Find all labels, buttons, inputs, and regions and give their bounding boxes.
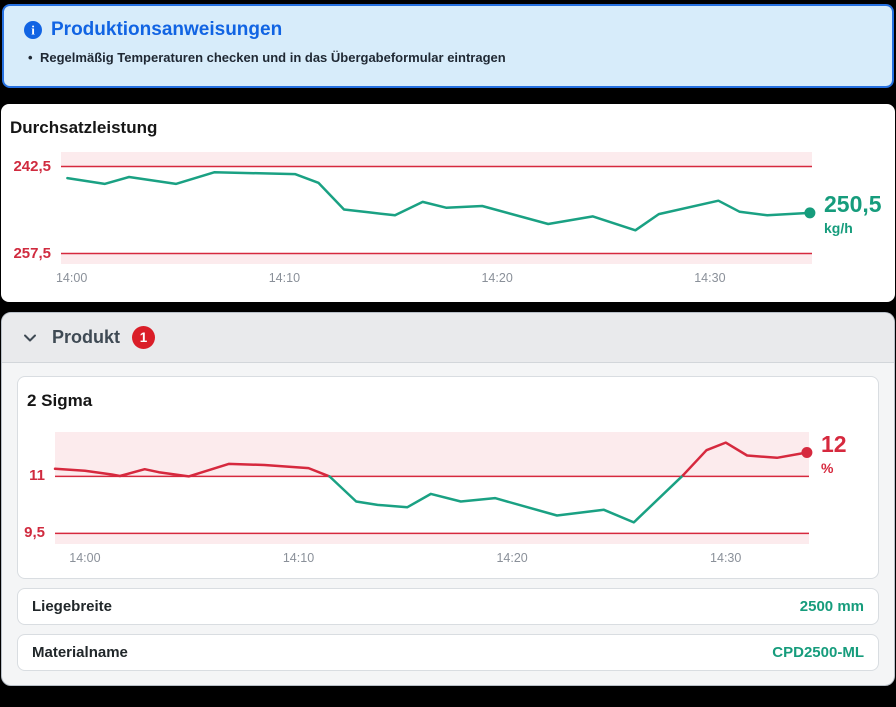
chart-plot-svg (61, 152, 816, 264)
upper-limit-label: 242,5 (13, 157, 51, 175)
x-tick-label: 14:10 (282, 551, 315, 565)
chart-title: 2 Sigma (27, 391, 93, 410)
current-unit: % (821, 459, 834, 476)
banner-title-row: i Produktionsanweisungen (24, 19, 872, 41)
materialname-row: Materialname CPD2500-ML (17, 634, 879, 671)
banner-title: Produktionsanweisungen (51, 19, 283, 40)
two-sigma-card: 2 Sigma 11 9,5 14:00 14:10 14:20 14:30 12 % (17, 376, 879, 579)
produkt-section-body: 2 Sigma 11 9,5 14:00 14:10 14:20 14:30 12 %… (2, 363, 894, 685)
x-tick-label: 14:00 (69, 551, 101, 565)
info-icon: i (24, 21, 42, 39)
section-title: Produkt (52, 327, 121, 347)
row-value: CPD2500-ML (772, 644, 864, 661)
row-value: 2500 mm (799, 598, 864, 615)
row-label: Liegebreite (32, 598, 113, 615)
liegebreite-row: Liegebreite 2500 mm (17, 588, 879, 625)
alert-count-badge: 1 (132, 326, 156, 349)
x-tick-label: 14:20 (481, 271, 513, 285)
chevron-down-icon (24, 334, 36, 341)
produkt-section-header[interactable]: Produkt 1 (2, 313, 894, 363)
lower-limit-label: 9,5 (24, 524, 45, 542)
x-tick-label: 14:10 (268, 271, 301, 285)
current-value: 250,5 (824, 190, 882, 217)
instruction-list: Regelmäßig Temperaturen checken und in d… (24, 50, 872, 65)
upper-limit-label: 11 (29, 467, 45, 485)
production-instructions-banner: i Produktionsanweisungen Regelmäßig Temp… (2, 4, 894, 88)
chart-title: Durchsatzleistung (10, 118, 158, 137)
current-value-block: 250,5 kg/h (824, 192, 896, 236)
row-label: Materialname (32, 644, 128, 661)
current-value: 12 (821, 430, 847, 457)
durchsatzleistung-card: Durchsatzleistung 242,5 257,5 14:00 14:10… (1, 104, 895, 302)
current-unit: kg/h (824, 219, 853, 236)
chart-plot-svg (53, 432, 813, 544)
current-value-block: 12 % (821, 430, 894, 476)
two-sigma-line-chart: 11 9,5 14:00 14:10 14:20 14:30 12 % (18, 432, 878, 580)
lower-limit-label: 257,5 (13, 244, 51, 262)
svg-text:i: i (31, 23, 35, 38)
page: i Produktionsanweisungen Regelmäßig Temp… (0, 4, 896, 686)
x-tick-label: 14:30 (710, 551, 742, 565)
x-tick-label: 14:20 (496, 551, 528, 565)
durchsatzleistung-line-chart: 242,5 257,5 14:00 14:10 14:20 14:30 250,5 k… (1, 152, 895, 300)
instruction-item: Regelmäßig Temperaturen checken und in d… (24, 50, 872, 65)
x-tick-label: 14:00 (55, 271, 88, 285)
x-tick-label: 14:30 (694, 271, 726, 285)
produkt-section: Produkt 1 2 Sigma 11 9,5 14:00 14:10 14:20… (1, 312, 895, 686)
